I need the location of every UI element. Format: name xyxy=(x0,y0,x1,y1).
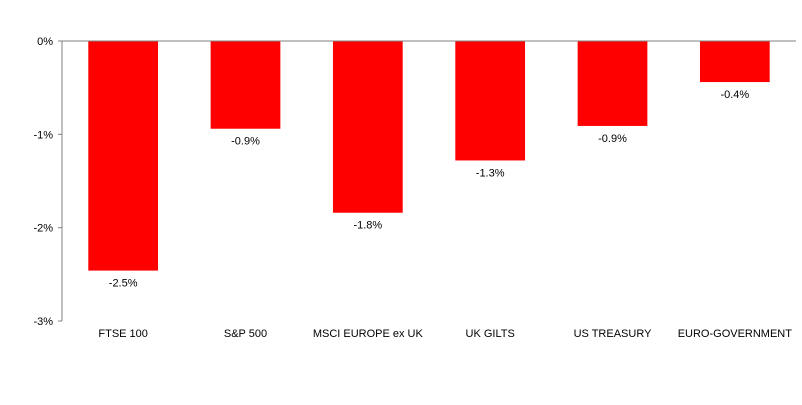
x-tick-label: MSCI EUROPE ex UK xyxy=(313,328,424,340)
y-tick-label: -3% xyxy=(33,316,53,328)
x-tick-label: FTSE 100 xyxy=(98,328,148,340)
bar xyxy=(332,41,403,213)
y-tick-label: -1% xyxy=(33,129,53,141)
bar xyxy=(699,41,770,83)
y-tick-label: -2% xyxy=(33,223,53,235)
data-label: -0.9% xyxy=(231,136,260,148)
bars xyxy=(88,41,770,271)
bar xyxy=(455,41,526,161)
data-label: -1.8% xyxy=(353,220,382,232)
x-tick-labels: FTSE 100 S&P 500 MSCI EUROPE ex UK UK GILTS… xyxy=(98,328,792,340)
y-tick-label: 0% xyxy=(37,36,53,48)
x-tick-label: S&P 500 xyxy=(224,328,267,340)
data-label: -0.4% xyxy=(720,89,749,101)
data-labels: -2.5% -0.9% -1.8% -1.3% -0.9% -0.4% xyxy=(109,89,750,290)
bar xyxy=(577,41,648,126)
x-tick-label: UK GILTS xyxy=(466,328,515,340)
data-label: -2.5% xyxy=(109,278,138,290)
bar xyxy=(210,41,281,129)
data-label: -0.9% xyxy=(598,133,627,145)
y-axis: 0% -1% -2% -3% xyxy=(33,36,63,328)
bar xyxy=(88,41,159,271)
x-tick-label: US TREASURY xyxy=(574,328,653,340)
data-label: -1.3% xyxy=(476,167,505,179)
x-tick-label: EURO-GOVERNMENT xyxy=(678,328,793,340)
